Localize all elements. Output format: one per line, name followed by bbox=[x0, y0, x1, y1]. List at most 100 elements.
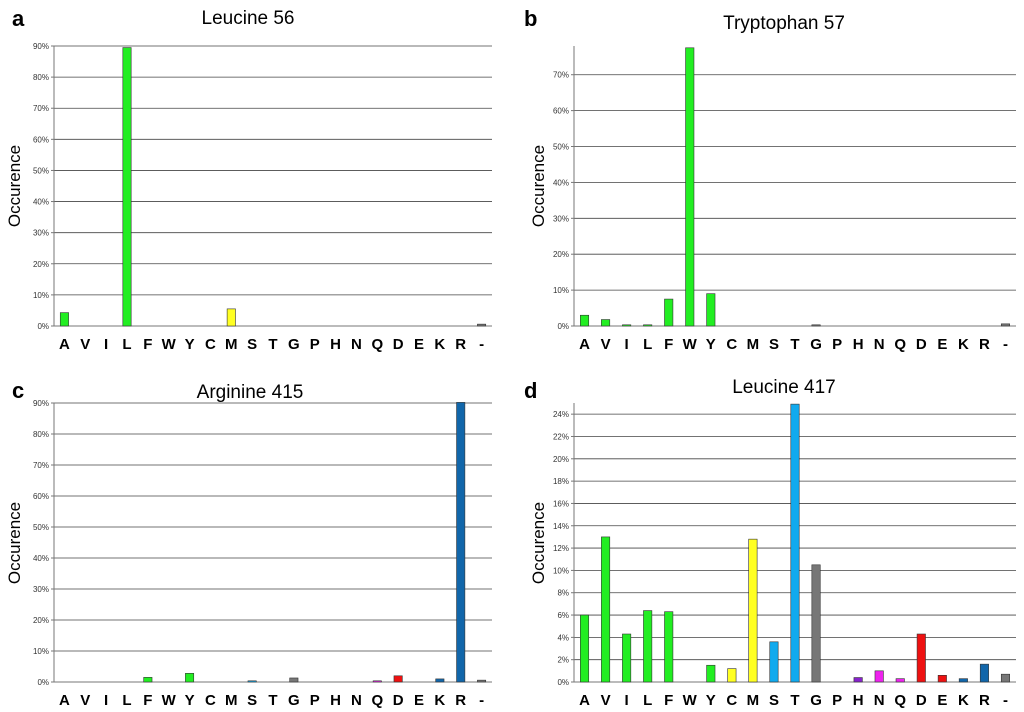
x-tick-label: E bbox=[414, 692, 424, 709]
bar-f bbox=[143, 677, 153, 683]
x-tick-label: W bbox=[683, 336, 698, 353]
bar-w bbox=[685, 47, 695, 327]
bar-v bbox=[601, 319, 611, 327]
x-tick-label: D bbox=[916, 692, 927, 709]
x-tick-label: Y bbox=[185, 336, 195, 353]
bar-n bbox=[874, 670, 884, 683]
bar-c bbox=[727, 668, 737, 683]
bar-gap bbox=[1000, 323, 1010, 327]
y-tick-label: 22% bbox=[553, 432, 569, 441]
bar-i bbox=[622, 633, 632, 683]
x-tick-label: V bbox=[601, 336, 611, 353]
bar-i bbox=[622, 324, 632, 327]
bar-m bbox=[226, 308, 236, 327]
x-tick-label: A bbox=[59, 692, 70, 709]
bar-g bbox=[289, 677, 299, 683]
x-tick-label: I bbox=[625, 336, 629, 353]
bar-q bbox=[372, 680, 382, 683]
x-tick-label: D bbox=[393, 692, 404, 709]
panel-letter: c bbox=[12, 378, 24, 403]
bar-d bbox=[916, 633, 926, 683]
x-tick-label: W bbox=[162, 336, 177, 353]
chart-panel-c: c Arginine 415 Occurence 0% 10% 20% 30% 40% 50% 6… bbox=[5, 378, 492, 709]
bar-a bbox=[580, 314, 590, 327]
x-tick-label: L bbox=[122, 336, 131, 353]
y-tick-label: 60% bbox=[33, 492, 49, 501]
y-axis-label: Occurence bbox=[529, 145, 548, 227]
x-tick-label: K bbox=[958, 336, 969, 353]
x-tick-label: Q bbox=[371, 336, 383, 353]
x-tick-label: M bbox=[747, 692, 760, 709]
x-tick-label: F bbox=[143, 336, 152, 353]
x-tick-label: T bbox=[790, 336, 799, 353]
x-tick-label: C bbox=[726, 692, 737, 709]
chart-title: Leucine 56 bbox=[202, 8, 295, 29]
x-tick-label: A bbox=[579, 692, 590, 709]
y-tick-label: 20% bbox=[33, 260, 49, 269]
x-tick-label: N bbox=[351, 692, 362, 709]
y-tick-label: 0% bbox=[557, 322, 569, 331]
bar-h bbox=[853, 677, 863, 683]
chart-title: Tryptophan 57 bbox=[723, 13, 845, 34]
panel-letter: a bbox=[12, 6, 25, 31]
x-tick-label: T bbox=[268, 336, 277, 353]
x-tick-label: - bbox=[479, 336, 484, 353]
y-tick-label: 60% bbox=[33, 135, 49, 144]
y-tick-label: 30% bbox=[33, 229, 49, 238]
bar-k bbox=[958, 678, 968, 683]
x-tick-label: P bbox=[832, 692, 842, 709]
x-tick-label: - bbox=[479, 692, 484, 709]
x-tick-label: R bbox=[455, 336, 466, 353]
x-tick-label: L bbox=[643, 336, 652, 353]
x-tick-label: C bbox=[205, 692, 216, 709]
x-tick-label: Q bbox=[371, 692, 383, 709]
x-tick-label: F bbox=[664, 336, 673, 353]
x-tick-label: - bbox=[1003, 336, 1008, 353]
y-axis-label: Occurence bbox=[5, 502, 24, 584]
x-tick-label: C bbox=[205, 336, 216, 353]
bar-gap bbox=[477, 323, 487, 327]
y-tick-label: 50% bbox=[553, 143, 569, 152]
bar-l bbox=[122, 47, 132, 327]
y-tick-label: 6% bbox=[557, 611, 569, 620]
y-tick-label: 16% bbox=[553, 499, 569, 508]
y-tick-label: 14% bbox=[553, 522, 569, 531]
x-tick-label: G bbox=[810, 336, 822, 353]
x-tick-label: I bbox=[104, 692, 108, 709]
bar-m bbox=[748, 538, 758, 683]
x-tick-label: G bbox=[288, 692, 300, 709]
chart-title: Arginine 415 bbox=[197, 382, 304, 403]
x-tick-label: W bbox=[162, 692, 177, 709]
x-tick-label: V bbox=[601, 692, 611, 709]
x-tick-label: Q bbox=[894, 692, 906, 709]
x-tick-label: G bbox=[810, 692, 822, 709]
x-tick-label: R bbox=[979, 692, 990, 709]
bar-e bbox=[937, 675, 947, 683]
y-tick-label: 80% bbox=[33, 73, 49, 82]
y-tick-label: 40% bbox=[33, 554, 49, 563]
y-tick-label: 40% bbox=[553, 178, 569, 187]
x-tick-label: H bbox=[853, 692, 864, 709]
x-tick-label: Q bbox=[894, 336, 906, 353]
x-tick-label: K bbox=[434, 692, 445, 709]
x-tick-label: R bbox=[979, 336, 990, 353]
y-tick-label: 18% bbox=[553, 477, 569, 486]
x-tick-label: W bbox=[683, 692, 698, 709]
chart-panel-d: d Leucine 417 Occurence 0% 2% 4% 6% 8% 10% 12% 14%… bbox=[524, 377, 1016, 709]
y-tick-label: 20% bbox=[553, 250, 569, 259]
bar-v bbox=[601, 536, 611, 683]
x-tick-label: E bbox=[937, 336, 947, 353]
bar-l bbox=[643, 610, 653, 683]
x-tick-label: I bbox=[625, 692, 629, 709]
x-tick-label: S bbox=[769, 692, 779, 709]
x-tick-label: D bbox=[916, 336, 927, 353]
y-tick-label: 70% bbox=[33, 461, 49, 470]
y-tick-label: 10% bbox=[553, 286, 569, 295]
y-axis-label: Occurence bbox=[5, 145, 24, 227]
x-tick-label: S bbox=[247, 692, 257, 709]
x-tick-label: Y bbox=[706, 692, 716, 709]
y-tick-label: 20% bbox=[553, 455, 569, 464]
chart-panel-b: b Tryptophan 57 Occurence 0% 10% 20% 30% 40% 50%… bbox=[524, 6, 1016, 353]
chart-title: Leucine 417 bbox=[732, 377, 836, 398]
y-tick-label: 70% bbox=[33, 104, 49, 113]
